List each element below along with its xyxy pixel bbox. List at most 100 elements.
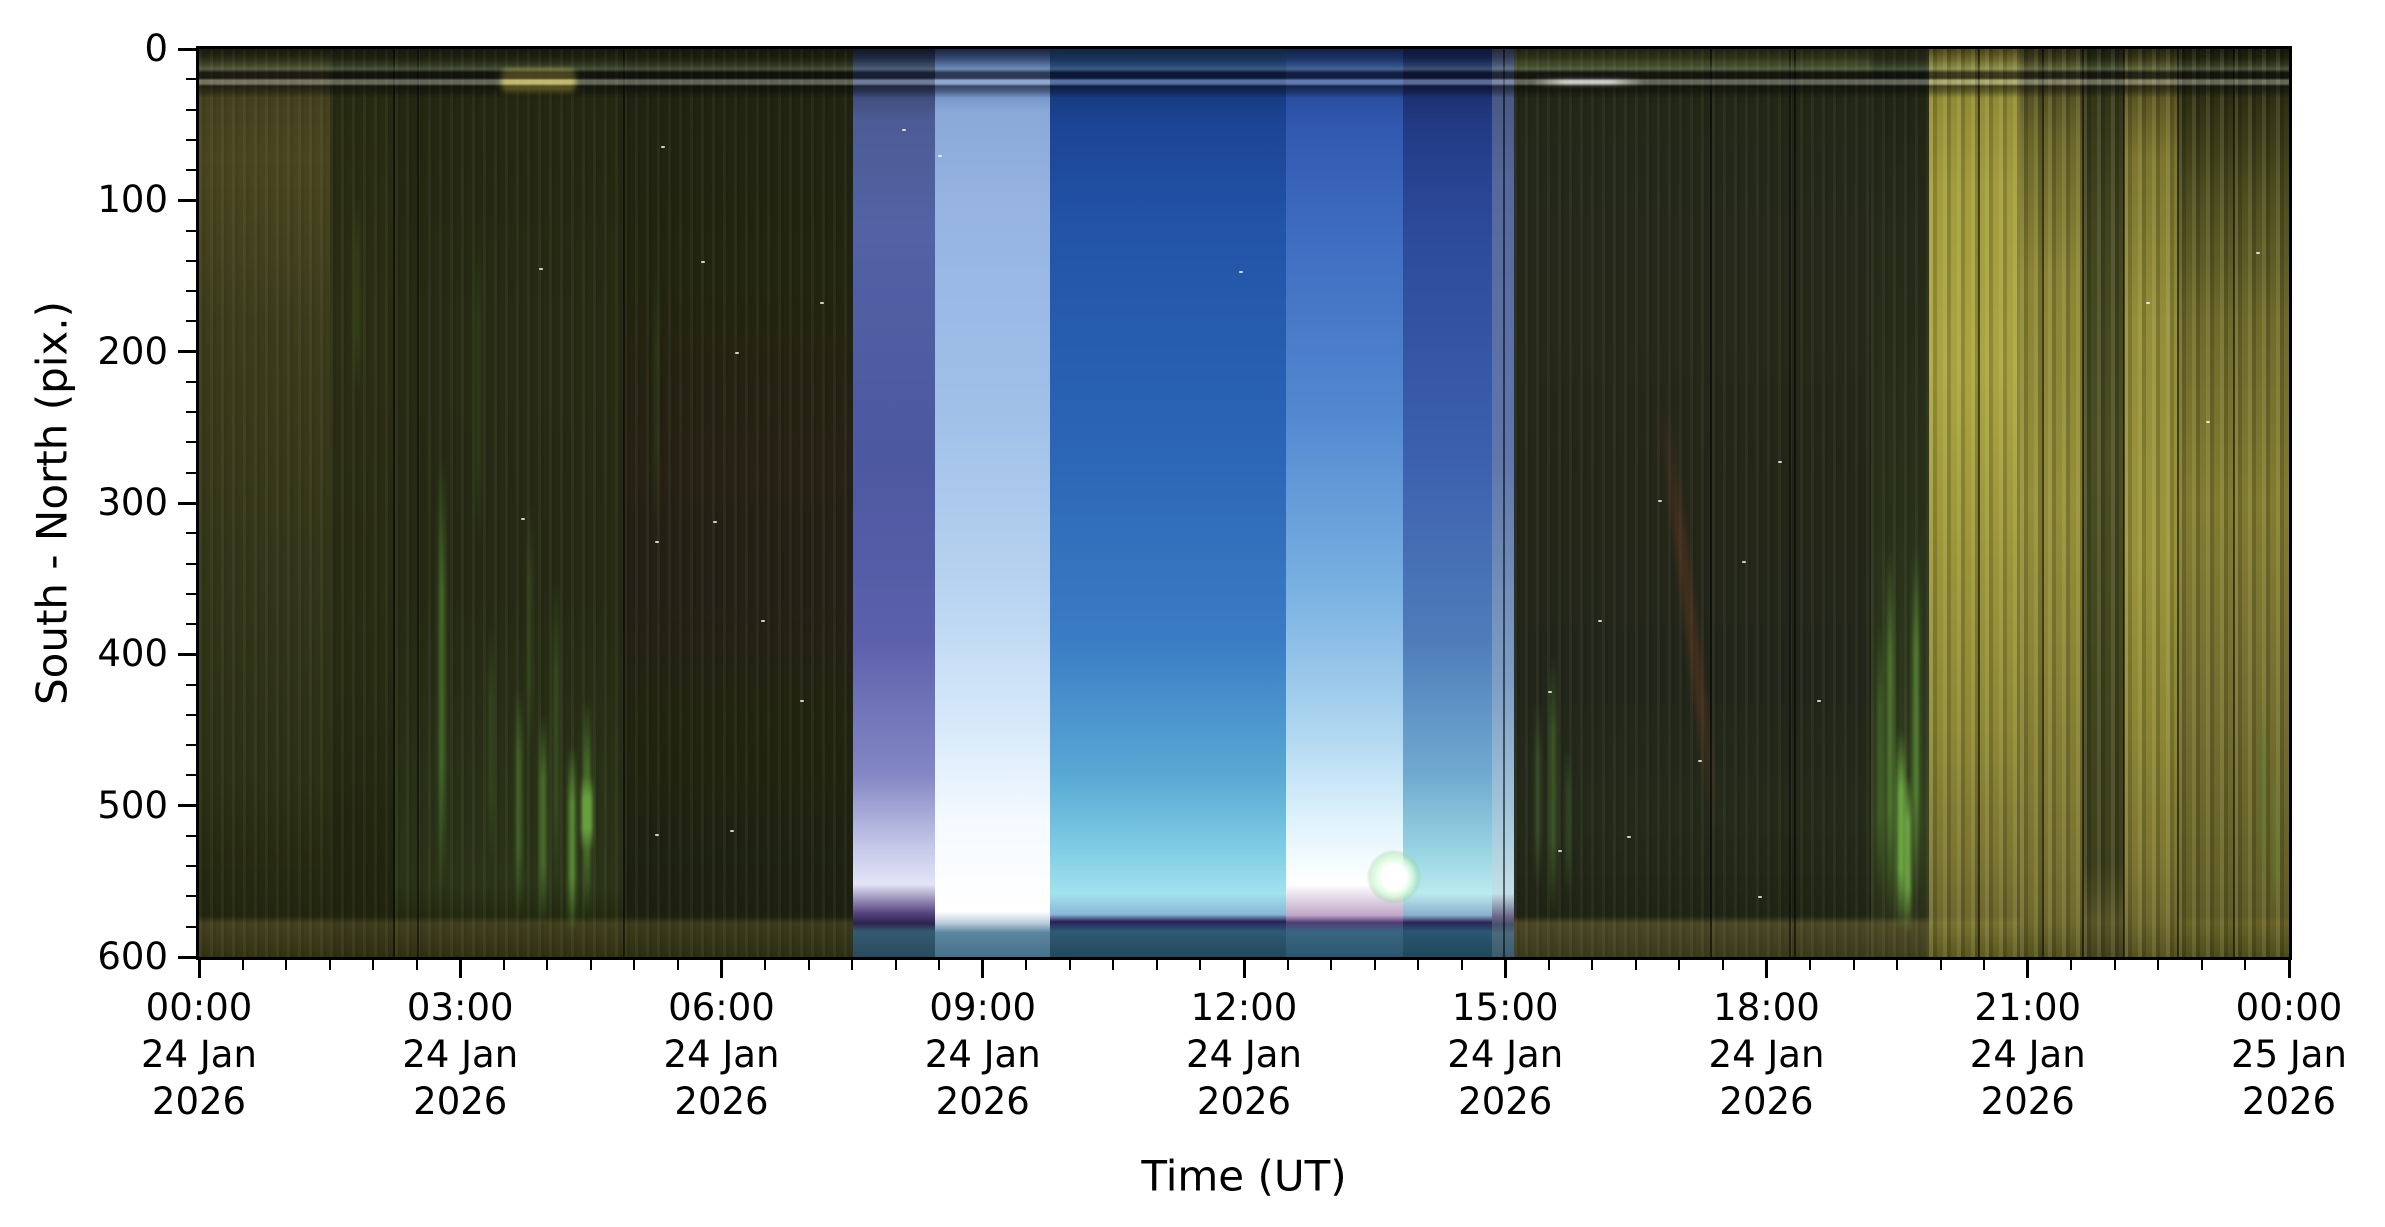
x-minor-tick bbox=[502, 960, 505, 970]
x-minor-tick bbox=[1721, 960, 1724, 970]
star-dot bbox=[655, 540, 660, 543]
aurora-streak bbox=[354, 192, 360, 398]
keogram-time-segment bbox=[1049, 49, 1287, 957]
aurora-streak bbox=[2260, 699, 2266, 889]
y-minor-tick bbox=[186, 744, 196, 747]
keogram-time-segment bbox=[1403, 49, 1493, 957]
x-minor-tick bbox=[1852, 960, 1855, 970]
x-minor-tick bbox=[1068, 960, 1071, 970]
aurora-streak bbox=[1913, 548, 1920, 897]
frame-boundary-line bbox=[1977, 49, 1980, 957]
y-minor-tick bbox=[186, 380, 196, 383]
star-dot bbox=[1697, 760, 1702, 763]
frame-boundary-line bbox=[1789, 49, 1791, 957]
column-streak-texture bbox=[2019, 49, 2084, 957]
x-minor-tick bbox=[1896, 960, 1899, 970]
star-dot bbox=[760, 619, 765, 622]
x-minor-tick bbox=[1460, 960, 1463, 970]
frame-boundary-line bbox=[2123, 49, 2126, 957]
star-dot bbox=[730, 829, 735, 832]
x-major-tick bbox=[981, 960, 985, 978]
x-minor-tick bbox=[1286, 960, 1289, 970]
frame-boundary-line bbox=[2042, 49, 2045, 957]
star-dot bbox=[735, 351, 740, 354]
x-tick-label: 06:00 24 Jan 2026 bbox=[663, 986, 780, 1123]
x-minor-tick bbox=[372, 960, 375, 970]
x-minor-tick bbox=[328, 960, 331, 970]
x-minor-tick bbox=[1983, 960, 1986, 970]
y-minor-tick bbox=[186, 713, 196, 716]
x-tick-label: 00:00 25 Jan 2026 bbox=[2231, 986, 2347, 1123]
y-tick-label: 200 bbox=[97, 329, 168, 373]
x-minor-tick bbox=[1155, 960, 1158, 970]
y-major-tick bbox=[178, 350, 196, 354]
aurora-streak bbox=[438, 457, 445, 897]
x-minor-tick bbox=[2200, 960, 2203, 970]
y-minor-tick bbox=[186, 834, 196, 837]
y-tick-label: 300 bbox=[97, 481, 168, 524]
y-tick-label: 100 bbox=[97, 178, 168, 222]
y-minor-tick bbox=[186, 925, 196, 928]
aurora-streak bbox=[1565, 745, 1570, 897]
keogram-time-segment bbox=[2019, 49, 2084, 957]
y-major-tick bbox=[178, 47, 196, 51]
frame-boundary-line bbox=[1794, 49, 1797, 957]
aurora-streak bbox=[475, 230, 480, 549]
y-minor-tick bbox=[186, 108, 196, 111]
x-minor-tick bbox=[851, 960, 854, 970]
aurora-streak bbox=[539, 714, 546, 927]
keogram-time-segment bbox=[852, 49, 936, 957]
y-minor-tick bbox=[186, 78, 196, 81]
y-minor-tick bbox=[186, 774, 196, 777]
x-tick-label: 12:00 24 Jan 2026 bbox=[1186, 986, 1302, 1123]
x-minor-tick bbox=[415, 960, 418, 970]
y-major-tick bbox=[178, 501, 196, 505]
column-streak-texture bbox=[329, 49, 396, 957]
star-dot bbox=[1547, 690, 1552, 693]
y-minor-tick bbox=[186, 138, 196, 141]
x-major-tick bbox=[1503, 960, 1507, 978]
column-streak-texture bbox=[199, 49, 331, 957]
column-streak-texture bbox=[2124, 49, 2180, 957]
keogram-image bbox=[199, 49, 2289, 957]
aurora-streak bbox=[527, 503, 532, 761]
x-minor-tick bbox=[1112, 960, 1115, 970]
keogram-time-segment bbox=[2082, 49, 2126, 957]
y-minor-tick bbox=[186, 169, 196, 172]
x-minor-tick bbox=[1634, 960, 1637, 970]
x-major-tick bbox=[720, 960, 723, 978]
x-major-tick bbox=[2287, 960, 2291, 978]
x-minor-tick bbox=[2070, 960, 2073, 970]
column-streak-texture bbox=[1929, 49, 2021, 957]
frame-boundary-line bbox=[2233, 49, 2236, 957]
aurora-streak bbox=[1887, 548, 1894, 920]
x-tick-label: 00:00 24 Jan 2026 bbox=[141, 986, 257, 1123]
x-minor-tick bbox=[764, 960, 767, 970]
star-dot bbox=[1558, 849, 1563, 852]
y-minor-tick bbox=[186, 290, 196, 293]
y-major-tick bbox=[178, 198, 196, 202]
star-dot bbox=[660, 145, 665, 148]
x-minor-tick bbox=[589, 960, 592, 970]
x-major-tick bbox=[197, 960, 201, 978]
frame-boundary-line bbox=[622, 49, 625, 957]
x-major-tick bbox=[1765, 960, 1768, 978]
x-minor-tick bbox=[241, 960, 244, 970]
column-streak-texture bbox=[623, 49, 854, 957]
star-dot bbox=[1817, 699, 1821, 702]
x-minor-tick bbox=[2244, 960, 2247, 970]
x-minor-tick bbox=[1809, 960, 1812, 970]
y-minor-tick bbox=[186, 895, 196, 898]
keogram-time-segment bbox=[934, 49, 1051, 957]
x-minor-tick bbox=[1547, 960, 1550, 970]
aurora-streak bbox=[488, 624, 493, 867]
aurora-streak bbox=[516, 684, 522, 920]
x-tick-label: 09:00 24 Jan 2026 bbox=[924, 986, 1041, 1123]
x-minor-tick bbox=[807, 960, 810, 970]
x-minor-tick bbox=[1330, 960, 1333, 970]
aurora-streak bbox=[568, 745, 576, 935]
aurora-streak bbox=[554, 578, 559, 897]
star-dot bbox=[712, 521, 717, 524]
star-dot bbox=[1657, 499, 1662, 502]
star-dot bbox=[2146, 301, 2151, 304]
